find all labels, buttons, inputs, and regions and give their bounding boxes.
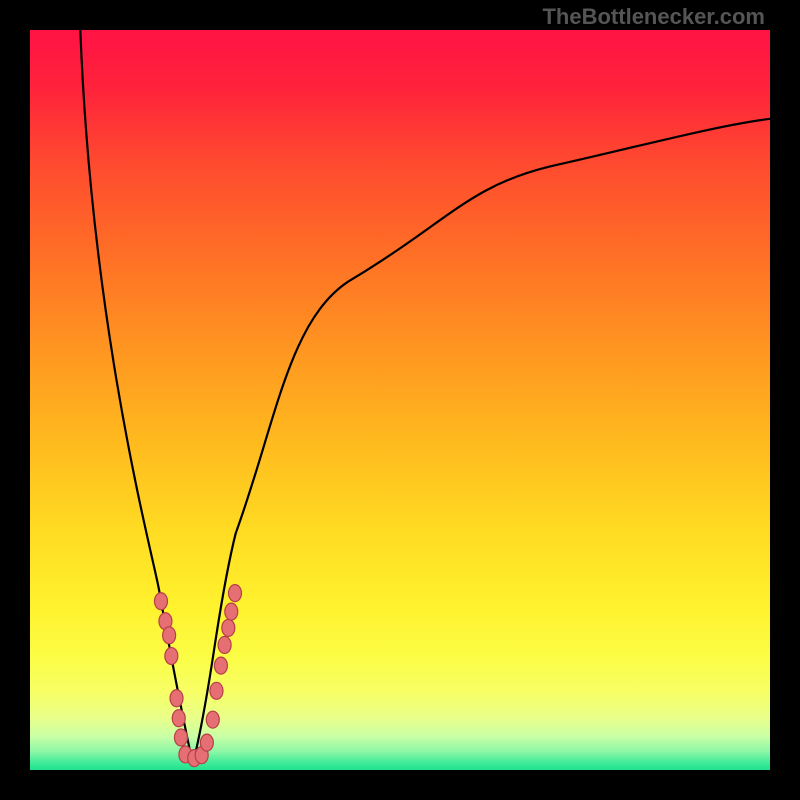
- data-marker: [170, 690, 183, 707]
- watermark-text: TheBottlenecker.com: [542, 4, 765, 30]
- data-marker: [222, 619, 235, 636]
- data-marker: [218, 636, 231, 653]
- plot-area: [30, 30, 770, 770]
- data-marker: [163, 627, 176, 644]
- data-marker: [228, 585, 241, 602]
- data-marker: [225, 603, 238, 620]
- data-marker: [174, 729, 187, 746]
- chart-frame: TheBottlenecker.com: [0, 0, 800, 800]
- data-marker: [210, 682, 223, 699]
- data-marker: [206, 711, 219, 728]
- curve-right-branch: [193, 119, 770, 764]
- data-marker: [172, 710, 185, 727]
- data-marker: [165, 648, 178, 665]
- data-marker: [214, 657, 227, 674]
- curve-overlay: [30, 30, 770, 770]
- data-marker: [154, 593, 167, 610]
- data-marker: [200, 734, 213, 751]
